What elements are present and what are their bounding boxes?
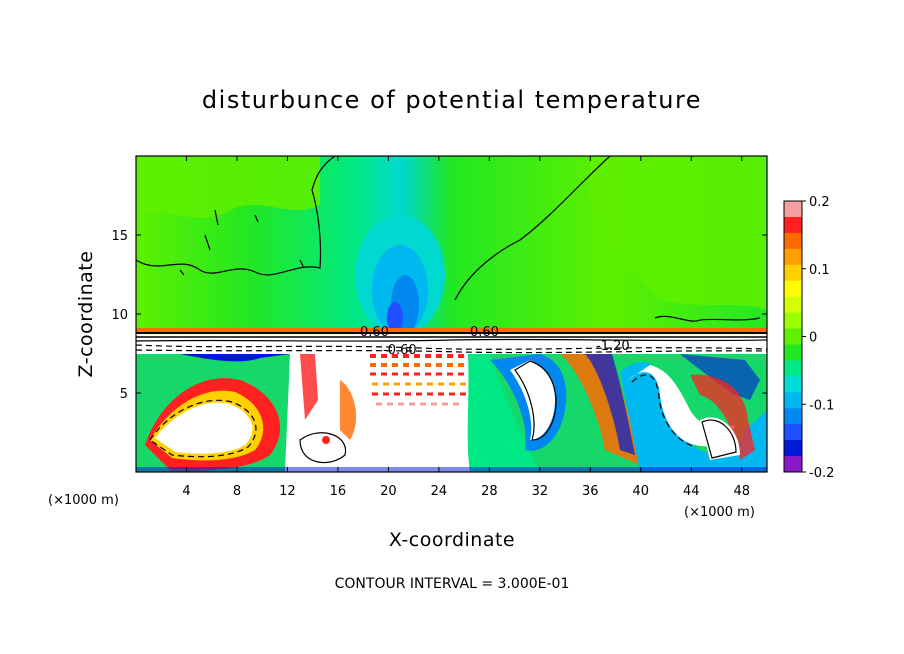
- x-tick-label: 4: [182, 484, 190, 499]
- x-tick-label: 44: [683, 484, 700, 499]
- contour-label: -0.60: [383, 343, 417, 358]
- colorbar-swatch: [784, 296, 802, 314]
- hot-spot: [322, 436, 330, 444]
- x-tick-label: 40: [633, 484, 650, 499]
- colorbar-swatch: [784, 344, 802, 361]
- colorbar-swatch: [784, 440, 802, 457]
- x-tick-label: 36: [582, 484, 599, 499]
- colorbar-swatch: [784, 424, 802, 441]
- colorbar-swatch: [784, 376, 802, 393]
- upper-patch-left: [136, 156, 320, 219]
- y-tick-label: 5: [120, 387, 128, 402]
- x-tick-label: 24: [431, 484, 448, 499]
- colorbar-tick-label: -0.2: [809, 466, 834, 481]
- y-tick-label: 15: [111, 229, 128, 244]
- y-tick-label: 10: [111, 308, 128, 323]
- y-axis-label: Z-coordinate: [75, 251, 97, 378]
- chart-title: disturbunce of potential temperature: [201, 86, 703, 114]
- contour-label: 0.60: [360, 325, 389, 340]
- x-unit-left: (×1000 m): [48, 493, 119, 508]
- inversion-contours: [136, 332, 767, 354]
- x-tick-label: 48: [733, 484, 750, 499]
- x-tick-label: 16: [330, 484, 347, 499]
- x-axis-label: X-coordinate: [389, 529, 515, 551]
- colorbar-swatch: [784, 248, 802, 266]
- colorbar-swatch: [784, 408, 802, 425]
- colorbar-tick-label: 0.2: [809, 195, 830, 210]
- upper-patch-right: [590, 156, 767, 310]
- colorbar-tick-label: -0.1: [809, 398, 834, 413]
- heatmap-field: [136, 156, 767, 472]
- colorbar-swatch: [784, 280, 802, 298]
- x-tick-label: 8: [233, 484, 241, 499]
- colorbar-tick-label: 0: [809, 331, 817, 346]
- colorbar-tick-label: 0.1: [809, 263, 830, 278]
- lower-contours: [149, 360, 737, 464]
- colorbar-swatch: [784, 312, 802, 330]
- colorbar-swatch: [784, 360, 802, 377]
- colorbar-swatch: [784, 328, 802, 345]
- cool-plume-center: [387, 302, 403, 334]
- x-unit-right: (×1000 m): [684, 505, 755, 520]
- x-tick-label: 12: [279, 484, 296, 499]
- colorbar-swatch: [784, 264, 802, 282]
- x-tick-label: 20: [380, 484, 397, 499]
- inversion-top-band: [136, 328, 767, 332]
- colorbar-swatch: [784, 216, 802, 234]
- colorbar-swatch: [784, 232, 802, 250]
- x-tick-label: 32: [532, 484, 549, 499]
- contour-label: -1.20: [596, 339, 630, 354]
- contour-interval-note: CONTOUR INTERVAL = 3.000E-01: [334, 576, 570, 592]
- contour-label: 0.60: [470, 325, 499, 340]
- colorbar-swatch: [784, 392, 802, 409]
- x-axis-ticks: 4 8 12 16 20 24 28 32 36 40 44 48: [182, 156, 750, 499]
- y-axis-ticks: 5 10 15: [111, 229, 767, 402]
- colorbar-swatch: [784, 201, 802, 218]
- colorbar: 0.2 0.1 0 -0.1 -0.2: [783, 195, 834, 481]
- wave-stripes: [370, 354, 470, 406]
- x-tick-label: 28: [481, 484, 498, 499]
- upper-contours: [136, 156, 761, 322]
- colorbar-swatch: [784, 456, 802, 473]
